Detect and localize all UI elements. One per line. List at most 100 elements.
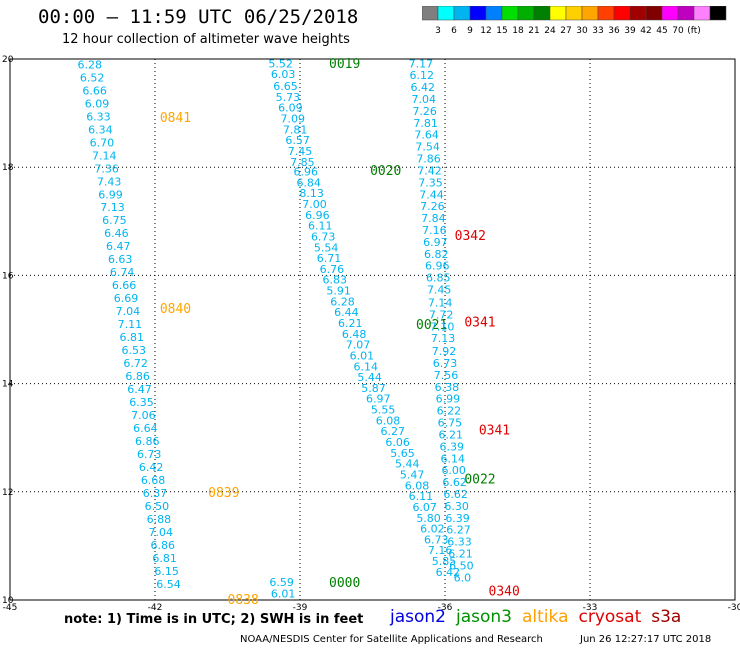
wave-height-point: 6.69 <box>114 292 139 305</box>
wave-height-point: 6.33 <box>447 536 472 549</box>
wave-height-point: 6.76 <box>320 263 345 276</box>
wave-height-point: 6.86 <box>125 370 150 383</box>
wave-height-point: 6.68 <box>141 474 166 487</box>
x-tick-label: -33 <box>583 603 598 610</box>
wave-height-point: 6.06 <box>385 436 410 449</box>
wave-height-point: 7.26 <box>420 200 445 213</box>
legend-item-jason3: jason3 <box>456 607 512 627</box>
colorbar-label: 39 <box>624 26 636 36</box>
time-label: 0020 <box>370 164 401 179</box>
wave-height-point: 7.56 <box>434 369 459 382</box>
wave-height-point: 6.42 <box>139 461 164 474</box>
wave-height-point: 6.97 <box>366 393 391 406</box>
time-label: 0841 <box>160 111 191 126</box>
wave-height-point: 6.57 <box>285 134 310 147</box>
wave-height-point: 7.04 <box>149 526 174 539</box>
wave-height-point: 6.07 <box>412 501 437 514</box>
wave-height-point: 6.74 <box>110 266 135 279</box>
colorbar-label: 24 <box>544 26 556 36</box>
wave-height-point: 6.30 <box>444 500 469 513</box>
colorbar-label: 3 <box>435 26 441 36</box>
wave-height-point: 5.85 <box>432 555 457 568</box>
wave-height-point: 7.44 <box>419 188 444 201</box>
wave-height-point: 7.86 <box>416 153 441 166</box>
colorbar-label: 6 <box>451 26 457 36</box>
wave-height-point: 6.65 <box>273 80 298 93</box>
wave-height-point: 7.16 <box>428 544 453 557</box>
track-cryosat: 7.176.126.427.047.267.817.647.547.867.42… <box>409 57 520 599</box>
wave-height-point: 6.96 <box>294 166 319 179</box>
wave-height-point: 5.55 <box>371 404 396 417</box>
y-tick-label: 12 <box>2 488 13 498</box>
wave-height-point: 7.36 <box>94 162 119 175</box>
wave-height-point: 5.44 <box>395 458 420 471</box>
wave-height-point: 6.11 <box>308 220 333 233</box>
colorbar-label: 9 <box>467 26 473 36</box>
wave-height-point: 6.86 <box>135 435 160 448</box>
wave-height-point: 6.54 <box>156 578 181 591</box>
x-tick-label: -45 <box>3 603 18 610</box>
time-label: 0838 <box>228 593 259 608</box>
footer-timestamp: Jun 26 12:27:17 UTC 2018 <box>580 634 712 645</box>
wave-height-point: 6.11 <box>409 490 434 503</box>
wave-height-point: 6.47 <box>127 383 152 396</box>
y-tick-label: 18 <box>2 163 14 173</box>
grid <box>10 59 735 600</box>
y-tick-label: 14 <box>2 380 14 390</box>
wave-height-point: 6.73 <box>311 230 336 243</box>
satellite-legend: jason2 jason3 altika cryosat s3a <box>390 607 691 627</box>
wave-height-point: 6.81 <box>152 552 177 565</box>
wave-height-point: 7.04 <box>411 93 436 106</box>
wave-height-point: 6.14 <box>353 360 378 373</box>
wave-height-point: 7.11 <box>118 318 143 331</box>
time-label: 0341 <box>479 424 510 439</box>
wave-height-point: 7.00 <box>302 198 327 211</box>
wave-height-point: 6.42 <box>436 566 461 579</box>
wave-height-point: 6.03 <box>271 68 296 81</box>
wave-height-point: 6.86 <box>150 539 175 552</box>
page-subtitle: 12 hour collection of altimeter wave hei… <box>62 32 350 47</box>
wave-height-point: 5.65 <box>390 447 415 460</box>
wave-height-point: 6.39 <box>440 440 465 453</box>
wave-height-point: 7.35 <box>418 176 443 189</box>
wave-height-point: 6.99 <box>98 188 123 201</box>
wave-height-point: 6.22 <box>437 405 462 418</box>
wave-height-point: 6.96 <box>425 260 450 273</box>
wave-height-point: 7.85 <box>290 156 315 169</box>
wave-height-point: 6.21 <box>439 428 464 441</box>
wave-height-point: 6.73 <box>424 533 449 546</box>
track-jason3: 5.526.036.655.736.097.097.816.577.457.85… <box>268 57 495 601</box>
wave-height-point: 6.64 <box>133 422 158 435</box>
wave-height-point: 6.28 <box>78 58 103 71</box>
wave-height-point: 6.50 <box>145 500 170 513</box>
wave-height-point: 6.62 <box>443 488 468 501</box>
wave-height-point: 6.73 <box>137 448 162 461</box>
wave-height-point: 8.13 <box>299 187 324 200</box>
wave-height-point: 6.47 <box>106 240 131 253</box>
wave-height-point: 6.62 <box>442 476 467 489</box>
wave-height-point: 6.83 <box>323 274 348 287</box>
time-label: 0022 <box>464 472 495 487</box>
footer-note: note: 1) Time is in UTC; 2) SWH is in fe… <box>64 612 364 627</box>
x-tick-label: -30 <box>728 603 740 610</box>
wave-height-point: 7.13 <box>100 201 125 214</box>
colorbar-label: 70 <box>672 26 684 36</box>
wave-height-point: 5.87 <box>361 382 386 395</box>
colorbar-label: 45 <box>656 26 667 36</box>
wave-height-point: 7.14 <box>428 296 453 309</box>
wave-height-point: 7.45 <box>427 283 452 296</box>
wave-height-point: 6.01 <box>350 349 375 362</box>
wave-height-point: 6.84 <box>296 176 321 189</box>
time-label: 0839 <box>208 486 239 501</box>
wave-height-point: 6.75 <box>438 417 463 430</box>
wave-height-point: 6.09 <box>85 97 110 110</box>
y-tick-label: 16 <box>2 271 14 281</box>
plot-frame <box>9 58 736 601</box>
time-label: 0340 <box>489 584 520 599</box>
wave-height-point: 6.73 <box>433 357 458 370</box>
wave-height-point: 6.52 <box>80 71 105 84</box>
wave-height-point: 6.27 <box>446 524 471 537</box>
track-altika: 6.286.526.666.096.336.346.707.147.367.43… <box>78 58 259 608</box>
wave-height-point: 7.10 <box>430 320 455 333</box>
wave-height-point: 6.66 <box>112 279 137 292</box>
